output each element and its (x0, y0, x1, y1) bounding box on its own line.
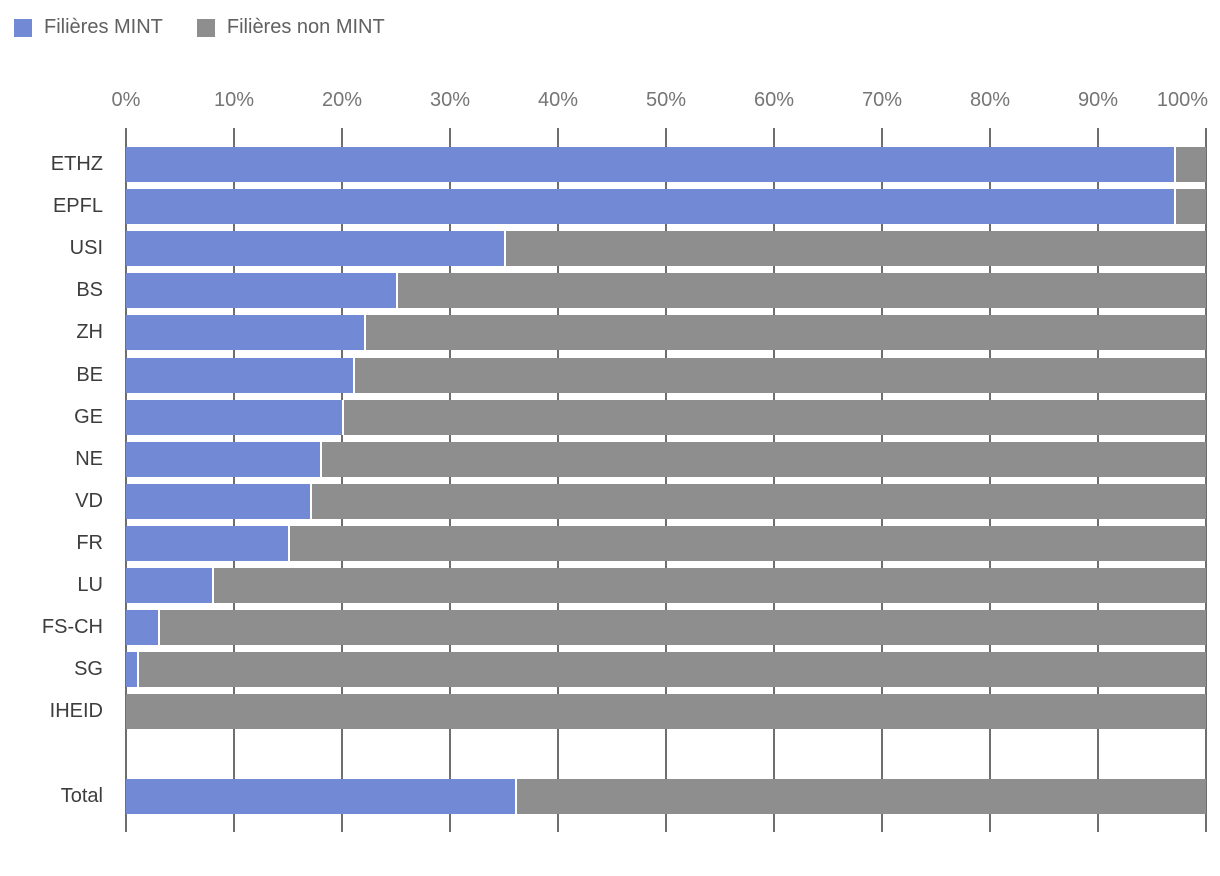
gridline (233, 128, 235, 832)
axis-tick-label: 90% (1077, 89, 1119, 111)
bar-segment-mint[interactable] (126, 231, 504, 266)
bar-segment-mint[interactable] (126, 358, 353, 393)
gridline (989, 128, 991, 832)
gridline (881, 128, 883, 832)
non-mint-swatch-icon (196, 18, 215, 37)
axis-tick-label: 80% (969, 89, 1011, 111)
legend-label-mint: Filières MINT (44, 16, 163, 38)
bar-row (126, 189, 1206, 224)
bar-row (126, 694, 1206, 729)
bar-segment-mint[interactable] (126, 315, 364, 350)
bar-segment-mint[interactable] (126, 147, 1174, 182)
bar-segment-mint[interactable] (126, 484, 310, 519)
bar-segment-non-mint[interactable] (1173, 189, 1206, 224)
bar-segment-non-mint[interactable] (126, 694, 1206, 729)
category-label: GE (74, 406, 103, 428)
bar-row (126, 442, 1206, 477)
bar-segment-mint[interactable] (126, 189, 1174, 224)
bar-row (126, 273, 1206, 308)
category-label: USI (69, 237, 103, 259)
category-label: LU (77, 574, 103, 596)
axis-tick-label: 50% (645, 89, 687, 111)
bar-row (126, 568, 1206, 603)
bar-segment-non-mint[interactable] (212, 568, 1206, 603)
gridline (1097, 128, 1099, 832)
bar-row (126, 610, 1206, 645)
bar-segment-non-mint[interactable] (309, 484, 1206, 519)
bar-segment-mint[interactable] (126, 442, 321, 477)
axis-tick-label: 40% (537, 89, 579, 111)
bar-segment-mint[interactable] (126, 652, 137, 687)
bar-segment-non-mint[interactable] (158, 610, 1206, 645)
bar-row (126, 315, 1206, 350)
gridline (341, 128, 343, 832)
axis-tick-label: 100% (1156, 89, 1208, 111)
bar-row (126, 652, 1206, 687)
bar-row (126, 231, 1206, 266)
bar-segment-non-mint[interactable] (136, 652, 1206, 687)
bar-segment-non-mint[interactable] (396, 273, 1206, 308)
mint-swatch-icon (14, 18, 32, 37)
bar-segment-non-mint[interactable] (514, 779, 1206, 814)
gridline (557, 128, 559, 832)
legend-item-mint: Filières MINT (14, 16, 163, 39)
bar-segment-non-mint[interactable] (288, 526, 1206, 561)
bar-segment-non-mint[interactable] (342, 400, 1206, 435)
bar-segment-mint[interactable] (126, 400, 342, 435)
category-label: IHEID (49, 700, 103, 722)
bar-segment-non-mint[interactable] (352, 358, 1206, 393)
bar-row (126, 779, 1206, 814)
axis-tick-label: 60% (753, 89, 795, 111)
category-label: FS-CH (41, 616, 103, 638)
category-label: FR (76, 532, 103, 554)
legend: Filières MINT Filières non MINT (14, 16, 385, 39)
axis-tick-label: 70% (861, 89, 903, 111)
category-label: ETHZ (50, 153, 103, 175)
category-label: Total (60, 785, 103, 807)
bar-segment-mint[interactable] (126, 568, 213, 603)
legend-item-non-mint: Filières non MINT (196, 16, 385, 39)
bar-row (126, 147, 1206, 182)
bar-row (126, 358, 1206, 393)
bar-segment-mint[interactable] (126, 610, 159, 645)
gridline (773, 128, 775, 832)
gridline (1205, 128, 1207, 832)
category-label: BE (76, 364, 103, 386)
axis-tick-label: 0% (111, 89, 141, 111)
bar-segment-mint[interactable] (126, 273, 396, 308)
axis-tick-label: 20% (321, 89, 363, 111)
gridline (125, 128, 127, 832)
gridline (449, 128, 451, 832)
bar-row (126, 400, 1206, 435)
category-label: NE (75, 448, 103, 470)
category-label: EPFL (52, 195, 103, 217)
bar-segment-non-mint[interactable] (1173, 147, 1206, 182)
bar-segment-mint[interactable] (126, 779, 515, 814)
bar-segment-non-mint[interactable] (504, 231, 1206, 266)
bar-segment-mint[interactable] (126, 526, 288, 561)
bar-row (126, 526, 1206, 561)
category-label: BS (76, 279, 103, 301)
category-label: SG (74, 658, 103, 680)
category-label: ZH (76, 321, 103, 343)
bar-row (126, 484, 1206, 519)
axis-tick-label: 30% (429, 89, 471, 111)
bar-segment-non-mint[interactable] (363, 315, 1206, 350)
legend-label-non-mint: Filières non MINT (226, 16, 385, 38)
bar-segment-non-mint[interactable] (320, 442, 1206, 477)
axis-tick-label: 10% (213, 89, 255, 111)
category-label: VD (75, 490, 103, 512)
gridline (665, 128, 667, 832)
